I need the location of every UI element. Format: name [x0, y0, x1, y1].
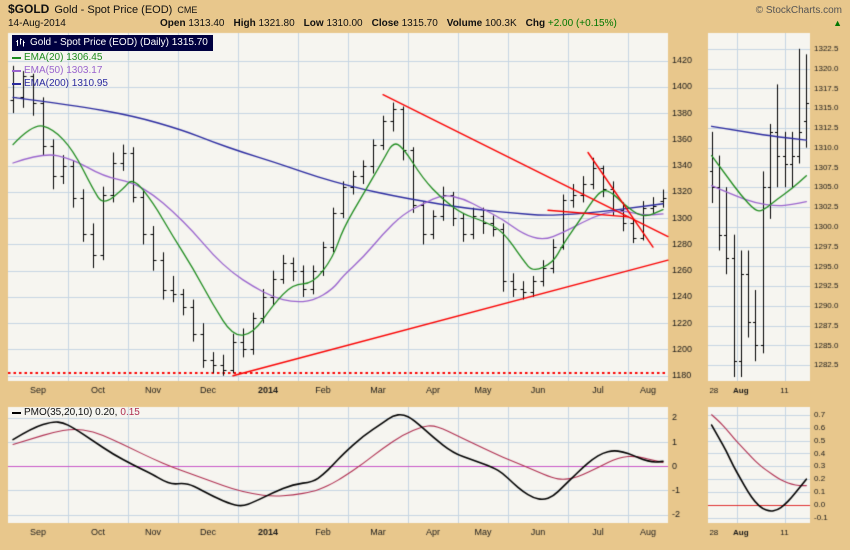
high-label: High: [233, 18, 256, 29]
indicator-row: PMO(35,20,10) 0.20, 0.15: [0, 403, 850, 546]
volume-value: 100.3K: [484, 18, 517, 29]
main-chart-legend: Gold - Spot Price (EOD) (Daily) 1315.70 …: [12, 35, 213, 90]
legend-ema20-text: EMA(20) 1306.45: [24, 52, 103, 63]
change-value: +2.00 (+0.15%): [547, 18, 617, 29]
pmo-legend-label: PMO(35,20,10) 0.20,: [24, 407, 118, 418]
change-label: Chg: [525, 18, 546, 29]
main-price-panel: Gold - Spot Price (EOD) (Daily) 1315.70 …: [4, 30, 704, 403]
exchange-label: CME: [177, 5, 198, 15]
quote-volume: Volume 100.3K: [447, 17, 517, 30]
quote-change: Chg +2.00 (+0.15%): [526, 17, 617, 30]
legend-ema200-text: EMA(200) 1310.95: [24, 78, 108, 89]
pmo-canvas: [4, 403, 704, 546]
quote-row: 14-Aug-2014 Open 1313.40 High 1321.80 Lo…: [8, 17, 842, 30]
zoom-price-canvas: [706, 30, 850, 403]
price-row: Gold - Spot Price (EOD) (Daily) 1315.70 …: [0, 30, 850, 403]
pmo-zoom-panel: [706, 403, 850, 546]
copyright: © StockCharts.com: [755, 5, 842, 16]
header-title-row: $GOLD Gold - Spot Price (EOD) CME © Stoc…: [8, 3, 842, 17]
legend-ema20: EMA(20) 1306.45: [12, 51, 213, 64]
change-up-arrow-icon: ▲: [833, 18, 842, 28]
volume-label: Volume: [446, 18, 483, 29]
close-label: Close: [371, 18, 399, 29]
ema200-line-swatch: [12, 82, 21, 85]
ema20-line-swatch: [12, 56, 21, 59]
legend-ema50: EMA(50) 1303.17: [12, 64, 213, 77]
pmo-line-swatch: [12, 411, 21, 414]
quote-date: 14-Aug-2014: [8, 18, 66, 29]
close-value: 1315.70: [401, 18, 438, 29]
low-label: Low: [303, 18, 324, 29]
quote-high: High 1321.80: [234, 17, 295, 30]
security-name: Gold - Spot Price (EOD): [54, 4, 173, 16]
main-price-canvas: [4, 30, 704, 403]
legend-ema200: EMA(200) 1310.95: [12, 77, 213, 90]
legend-title-text: Gold - Spot Price (EOD) (Daily) 1315.70: [30, 37, 208, 48]
pmo-signal-value: 0.15: [120, 407, 140, 418]
high-value: 1321.80: [258, 18, 295, 29]
quote-open: Open 1313.40: [160, 17, 225, 30]
quote-low: Low 1310.00: [304, 17, 363, 30]
ticker-symbol: $GOLD: [8, 2, 50, 16]
price-chart-icon: [16, 38, 25, 47]
chart-header: $GOLD Gold - Spot Price (EOD) CME © Stoc…: [0, 0, 850, 30]
legend-ema50-text: EMA(50) 1303.17: [24, 65, 103, 76]
pmo-panel: PMO(35,20,10) 0.20, 0.15: [4, 403, 704, 546]
ema50-line-swatch: [12, 69, 21, 72]
pmo-legend: PMO(35,20,10) 0.20, 0.15: [12, 407, 140, 418]
pmo-zoom-canvas: [706, 403, 850, 546]
low-value: 1310.00: [326, 18, 363, 29]
open-value: 1313.40: [188, 18, 225, 29]
open-label: Open: [160, 18, 186, 29]
zoom-price-panel: [706, 30, 850, 403]
quote-close: Close 1315.70: [372, 17, 438, 30]
legend-title: Gold - Spot Price (EOD) (Daily) 1315.70: [12, 35, 213, 51]
